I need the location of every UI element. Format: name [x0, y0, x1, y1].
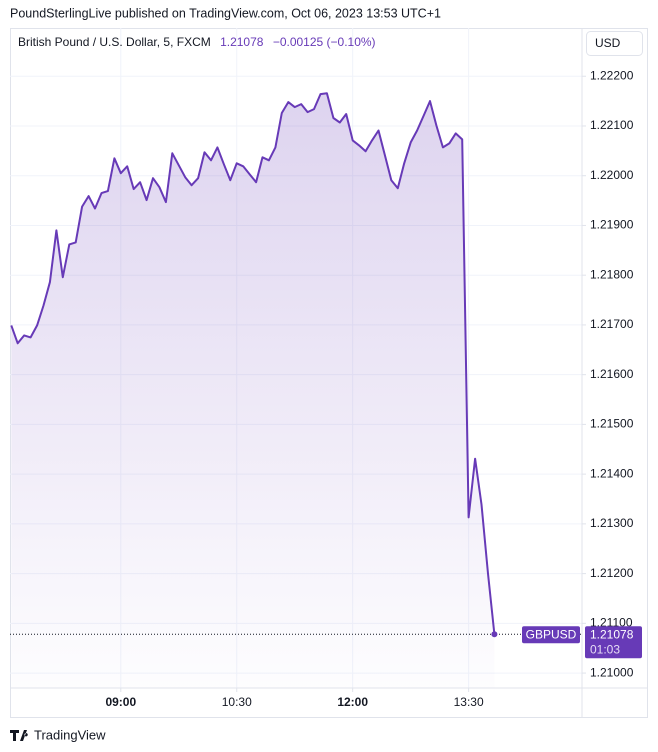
currency-label: USD: [595, 36, 621, 50]
publisher-note: PoundSterlingLive published on TradingVi…: [10, 6, 441, 20]
y-tick-label: 1.21100: [590, 616, 633, 630]
chart-title: British Pound / U.S. Dollar, 5, FXCM: [18, 35, 211, 49]
price-label: 1.21078: [590, 627, 634, 641]
legend: British Pound / U.S. Dollar, 5, FXCM 1.2…: [18, 35, 376, 49]
line: [10, 92, 496, 635]
y-tick-label: 1.21900: [590, 218, 634, 232]
price-badge: [585, 626, 642, 659]
series-name: GBPUSD: [526, 627, 577, 641]
y-tick-label: 1.22000: [590, 168, 634, 182]
y-tick-label: 1.21800: [590, 267, 634, 281]
y-tick-label: 1.22100: [590, 118, 634, 132]
brand: TradingView: [34, 727, 106, 742]
plot-area: [10, 28, 582, 688]
y-tick-label: 1.21200: [590, 566, 634, 580]
chart-frame: [10, 28, 648, 718]
y-tick-label: 1.21500: [590, 417, 634, 431]
legend-price: 1.21078: [220, 35, 264, 49]
y-tick-label: 1.21600: [590, 367, 634, 381]
x-tick-label: 10:30: [222, 695, 252, 709]
last-point: [491, 631, 498, 638]
area: [11, 93, 495, 688]
y-tick-label: 1.21300: [590, 516, 634, 530]
currency-button[interactable]: [586, 31, 643, 56]
brand-logo: [10, 730, 28, 741]
y-tick-label: 1.21700: [590, 317, 634, 331]
x-tick-label: 12:00: [337, 695, 368, 709]
y-tick-label: 1.21000: [590, 665, 634, 679]
series-badge: [522, 626, 580, 644]
legend-change: −0.00125 (−0.10%): [273, 35, 376, 49]
countdown: 01:03: [590, 642, 620, 656]
x-tick-label: 09:00: [105, 695, 136, 709]
y-tick-label: 1.22200: [590, 68, 634, 82]
y-tick-label: 1.21400: [590, 466, 634, 480]
x-tick-label: 13:30: [454, 695, 484, 709]
